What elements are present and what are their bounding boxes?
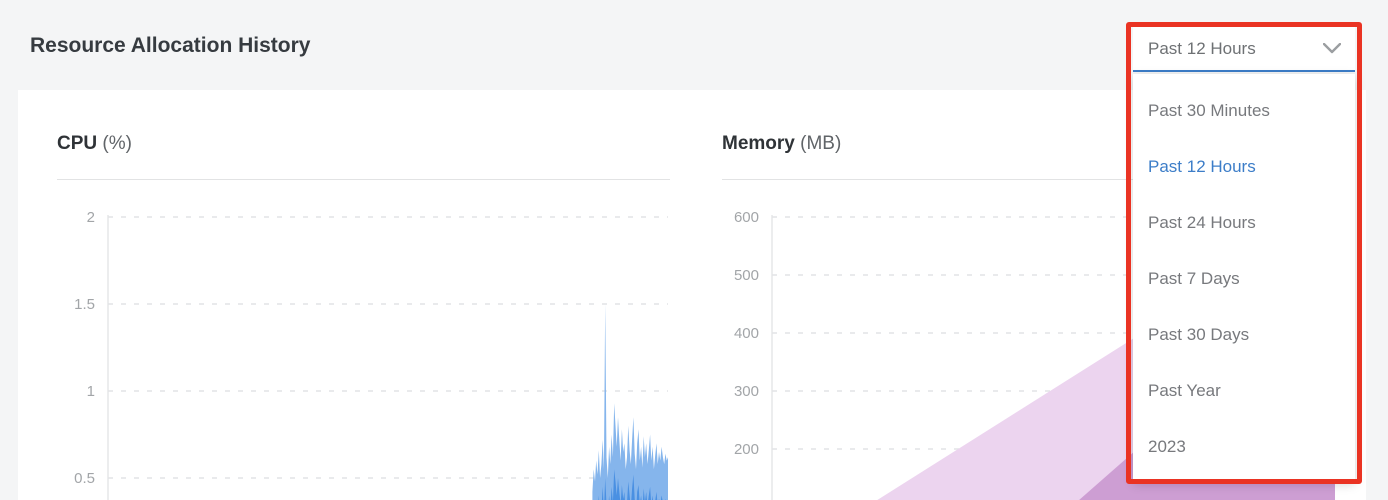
menu-item-past-7-days[interactable]: Past 7 Days — [1133, 251, 1355, 307]
cpu-chart-unit: (%) — [102, 133, 132, 154]
menu-item-past-year[interactable]: Past Year — [1133, 363, 1355, 419]
svg-text:600: 600 — [734, 209, 759, 226]
time-range-dropdown[interactable]: Past 12 Hours — [1133, 27, 1355, 72]
svg-text:300: 300 — [734, 383, 759, 400]
svg-text:2: 2 — [87, 209, 95, 226]
svg-text:1.5: 1.5 — [74, 296, 95, 313]
memory-chart-title-text: Memory — [722, 133, 795, 154]
memory-title-divider — [722, 179, 1350, 180]
cpu-area-chart: 2 1.5 1 0.5 — [74, 209, 668, 500]
svg-text:0.5: 0.5 — [74, 470, 95, 487]
svg-text:400: 400 — [734, 325, 759, 342]
menu-item-past-30-minutes[interactable]: Past 30 Minutes — [1133, 83, 1355, 139]
time-range-menu: Past 30 Minutes Past 12 Hours Past 24 Ho… — [1133, 74, 1355, 481]
time-range-selected-label: Past 12 Hours — [1148, 39, 1256, 58]
memory-chart-title: Memory (MB) — [722, 133, 841, 155]
memory-chart-unit: (MB) — [800, 133, 842, 154]
page-title: Resource Allocation History — [30, 34, 311, 57]
cpu-chart-title-text: CPU — [57, 133, 98, 154]
menu-item-2023[interactable]: 2023 — [1133, 419, 1355, 475]
cpu-title-divider — [57, 179, 670, 180]
svg-text:1: 1 — [87, 383, 95, 400]
menu-item-past-12-hours[interactable]: Past 12 Hours — [1133, 139, 1355, 195]
chevron-down-icon — [1323, 43, 1341, 54]
cpu-chart-title: CPU (%) — [57, 133, 132, 155]
menu-item-past-24-hours[interactable]: Past 24 Hours — [1133, 195, 1355, 251]
svg-text:200: 200 — [734, 441, 759, 458]
menu-item-past-30-days[interactable]: Past 30 Days — [1133, 307, 1355, 363]
svg-text:500: 500 — [734, 267, 759, 284]
